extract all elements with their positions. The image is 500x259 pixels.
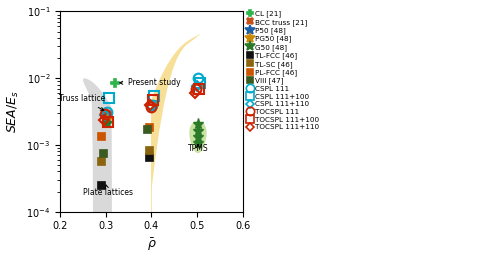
Y-axis label: $SEA/E_s$: $SEA/E_s$ xyxy=(6,90,20,133)
Text: TPMS: TPMS xyxy=(188,144,208,153)
Text: Present study: Present study xyxy=(120,78,180,87)
Text: Plate lattices: Plate lattices xyxy=(83,185,133,197)
Ellipse shape xyxy=(83,78,140,259)
X-axis label: $\bar{\rho}$: $\bar{\rho}$ xyxy=(146,237,156,254)
Ellipse shape xyxy=(190,121,206,153)
Ellipse shape xyxy=(103,34,200,259)
Text: Truss lattice: Truss lattice xyxy=(59,94,105,110)
Legend: CL [21], BCC truss [21], P50 [48], PG50 [48], G50 [48], TL-FCC [46], TL-SC [46],: CL [21], BCC truss [21], P50 [48], PG50 … xyxy=(244,8,322,133)
